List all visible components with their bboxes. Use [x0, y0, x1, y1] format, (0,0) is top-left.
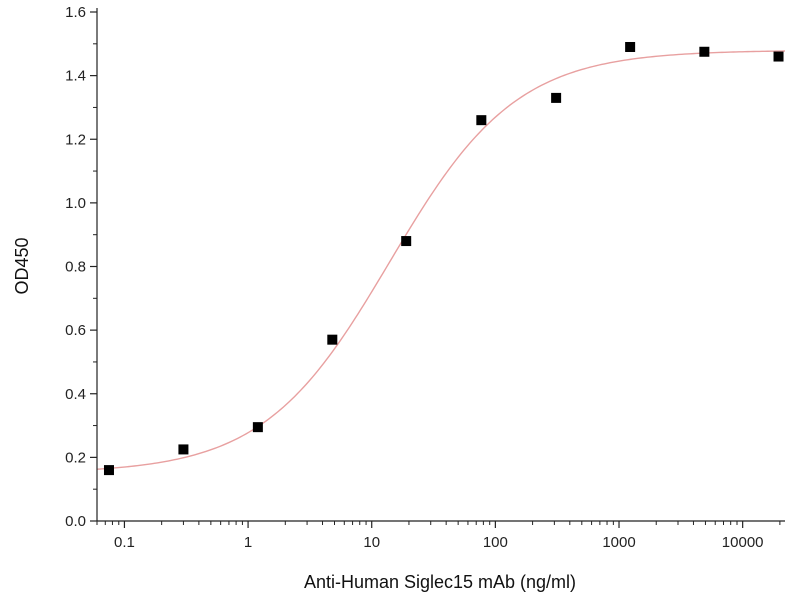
y-tick-label: 1.2 — [65, 131, 86, 148]
fit-curve — [96, 50, 786, 470]
y-tick-label: 0.4 — [65, 386, 86, 403]
data-point — [252, 422, 263, 433]
data-point — [103, 465, 114, 476]
data-point — [773, 51, 784, 62]
x-tick-label: 10000 — [722, 534, 764, 551]
x-tick-label: 0.1 — [114, 534, 135, 551]
x-tick-label: 1 — [244, 534, 252, 551]
y-tick-label: 0.0 — [65, 513, 86, 530]
y-tick-label: 0.6 — [65, 322, 86, 339]
x-tick-label: 1000 — [602, 534, 635, 551]
x-tick-label: 10 — [363, 534, 380, 551]
data-point — [401, 236, 412, 247]
data-point — [699, 46, 710, 57]
y-tick-label: 0.8 — [65, 259, 86, 276]
y-axis-label: OD450 — [12, 237, 32, 294]
data-point — [476, 115, 487, 126]
data-point — [625, 41, 636, 52]
x-tick-label: 100 — [483, 534, 508, 551]
data-point — [178, 444, 189, 455]
y-tick-label: 1.6 — [65, 4, 86, 21]
data-point — [327, 334, 338, 345]
y-tick-label: 0.2 — [65, 449, 86, 466]
y-tick-label: 1.0 — [65, 195, 86, 212]
data-point — [551, 92, 562, 103]
x-axis-label: Anti-Human Siglec15 mAb (ng/ml) — [304, 572, 576, 592]
y-tick-label: 1.4 — [65, 68, 86, 85]
